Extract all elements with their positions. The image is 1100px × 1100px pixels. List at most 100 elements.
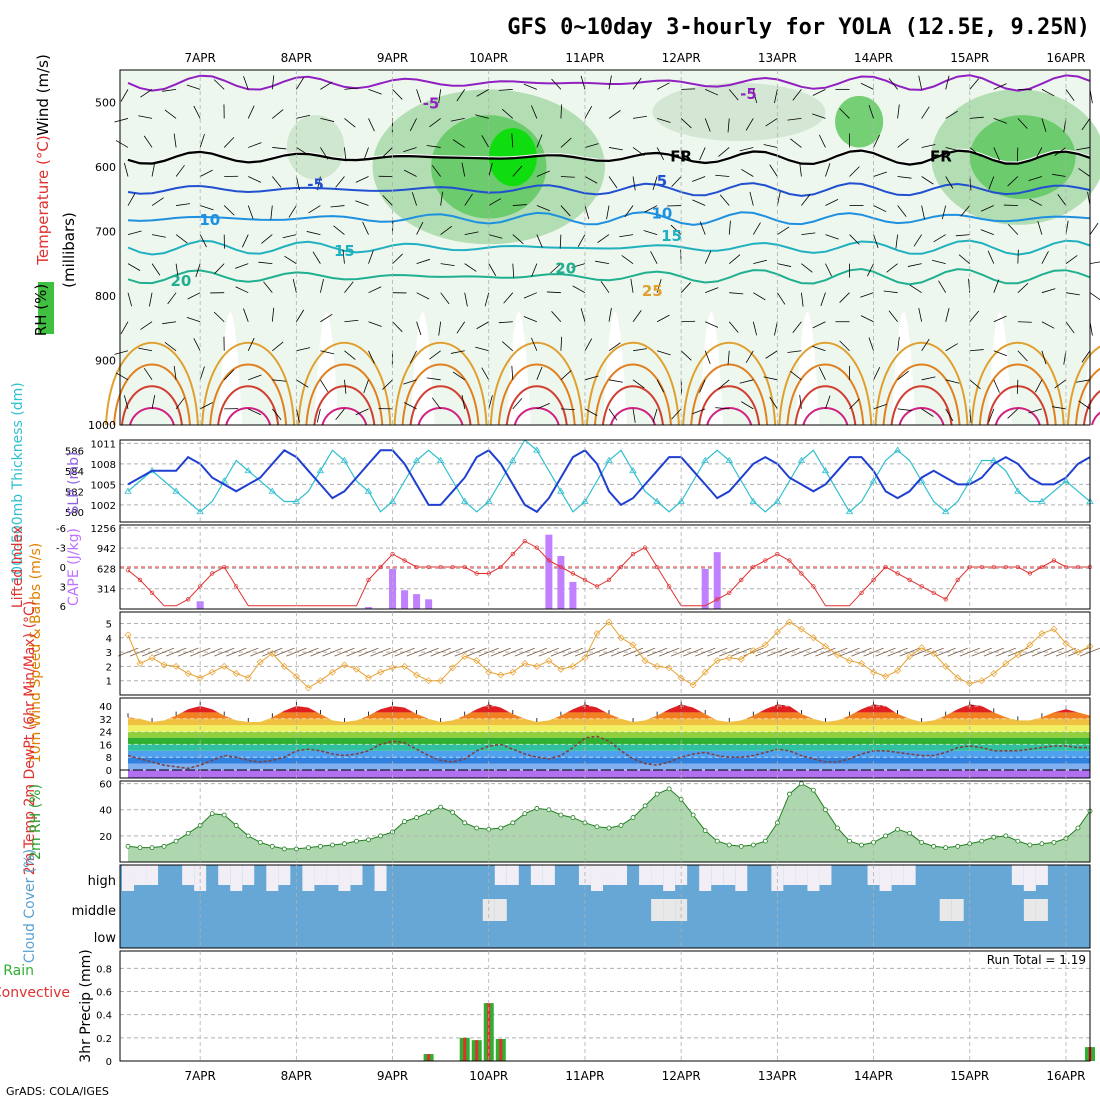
cloud-clear-high <box>338 865 351 891</box>
wind-barb <box>546 291 561 294</box>
wind-barb <box>945 308 950 322</box>
wind-barb <box>199 169 213 177</box>
wind-marker <box>533 662 541 670</box>
cloud-clear-middle <box>494 899 507 921</box>
wind-barb <box>235 286 249 294</box>
wind-barb <box>440 191 443 206</box>
rh-marker <box>871 840 876 845</box>
thickness-marker <box>316 466 325 474</box>
wind-barb <box>873 403 887 410</box>
lifted-marker <box>618 564 624 570</box>
wind-marker <box>978 677 986 685</box>
lifted-marker <box>907 577 912 583</box>
wind-marker <box>617 634 625 642</box>
isotherm-loop <box>225 407 272 426</box>
wind-barb <box>1065 89 1075 101</box>
cloud-row-label: low <box>94 931 117 946</box>
wind-barb <box>691 176 706 182</box>
wind-barb <box>921 376 936 381</box>
wind-barb <box>1076 379 1091 383</box>
rh-marker <box>510 820 516 826</box>
wind-barb <box>608 379 623 383</box>
wind-barb <box>115 372 129 381</box>
cloud-clear-high <box>711 865 724 885</box>
surface-barb <box>394 647 415 657</box>
wind-barb <box>416 89 422 103</box>
surface-barb <box>646 647 668 657</box>
thickness-marker <box>749 497 758 504</box>
wind-barb <box>167 292 177 305</box>
wind-barb <box>715 407 730 410</box>
surface-barb <box>190 647 211 657</box>
rh-area-dark <box>128 783 1090 862</box>
wind-barb <box>403 379 417 385</box>
lifted-tick: 3 <box>60 582 66 593</box>
wind-barb <box>271 75 275 90</box>
wind-barb <box>173 365 177 380</box>
wind-marker <box>809 634 817 642</box>
wind-barb <box>484 292 490 307</box>
wind-barb <box>363 147 369 161</box>
precip-tick: 0.6 <box>96 988 112 999</box>
wind-barb <box>536 205 550 212</box>
wind-barb <box>175 263 179 278</box>
cloud-clear-high <box>266 865 279 891</box>
wind-barb <box>272 379 287 382</box>
cloud-clear-high <box>374 865 387 891</box>
wind-barb <box>680 350 692 361</box>
wind-barb <box>464 231 479 235</box>
wind-barb <box>120 89 129 102</box>
wind-barb <box>123 162 129 177</box>
lifted-marker <box>222 564 227 570</box>
surface-barb <box>839 647 860 657</box>
rh-frame <box>119 780 1091 863</box>
cloud-clear-high <box>879 865 892 891</box>
wind-barb <box>335 408 345 420</box>
surface-barb <box>418 647 439 657</box>
wind-barb <box>164 342 177 352</box>
cape-tick: 1256 <box>91 524 116 535</box>
wind-barb <box>921 106 930 119</box>
upper-air-panel <box>38 70 1100 426</box>
wind-marker <box>136 660 144 668</box>
cloud-row-label: high <box>88 874 116 889</box>
lifted-marker <box>1003 564 1008 570</box>
lifted-marker <box>739 577 744 583</box>
wind-barb <box>248 408 262 416</box>
rh-marker <box>474 825 480 831</box>
rh-marker <box>173 838 179 844</box>
wind-barb <box>1037 221 1043 235</box>
isotherm-loop <box>1082 390 1100 426</box>
cloud-clear-high <box>771 865 784 891</box>
wind-barb <box>860 292 874 298</box>
temp-band <box>128 731 1090 738</box>
wind-marker <box>148 654 156 662</box>
wind-marker <box>629 641 637 649</box>
wind-barb <box>745 350 754 363</box>
thickness-marker <box>653 497 661 504</box>
rh-marker <box>666 786 672 792</box>
cloud-clear-high <box>314 865 327 885</box>
surface-barb <box>731 647 752 657</box>
wind-barb <box>945 176 954 189</box>
wind-barb <box>248 176 262 183</box>
isotherm-label: -5 <box>740 85 757 103</box>
wind-barb <box>288 205 297 218</box>
wind-marker <box>1050 625 1058 633</box>
surface-barb <box>959 647 980 657</box>
isotherm-loop <box>305 363 384 426</box>
wind-barb <box>512 165 523 177</box>
rh-marker <box>835 825 840 831</box>
thickness-marker <box>797 456 806 463</box>
lifted-tick: 6 <box>60 602 66 613</box>
wind-barb <box>344 118 356 128</box>
wind-barb <box>584 408 598 417</box>
surface-barb <box>262 647 283 657</box>
wind-barb <box>456 321 466 334</box>
wind-barb <box>512 234 524 245</box>
surface-barb <box>911 647 932 657</box>
slp-line <box>127 449 1091 514</box>
wind-barb <box>839 340 850 352</box>
wind-barb <box>741 401 754 410</box>
wind-barb <box>456 89 466 102</box>
